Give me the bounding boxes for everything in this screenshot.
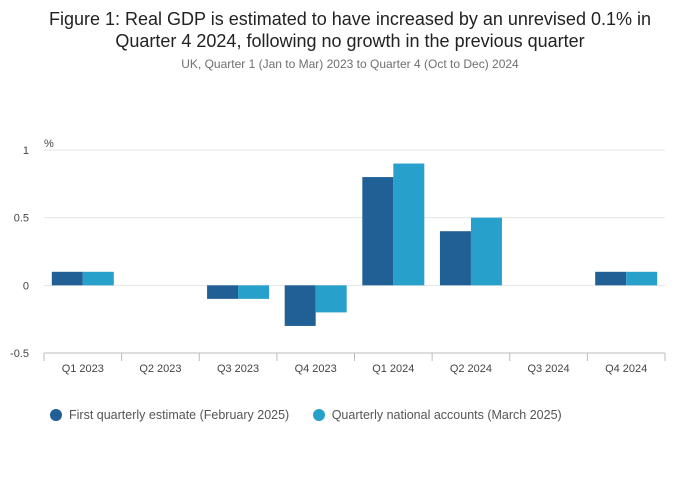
legend-item-series-1[interactable]: First quarterly estimate (February 2025) — [50, 408, 289, 422]
legend-swatch-series-2 — [312, 409, 325, 421]
chart-title-line-2: Quarter 4 2024, following no growth in t… — [115, 31, 585, 51]
bar-series-2 — [393, 163, 425, 286]
chart-legend: First quarterly estimate (February 2025)… — [50, 408, 582, 424]
x-tick-label: Q3 2023 — [217, 363, 259, 375]
legend-item-series-2[interactable]: Quarterly national accounts (March 2025) — [312, 408, 562, 422]
legend-label-series-2: Quarterly national accounts (March 2025) — [331, 408, 562, 422]
chart-subtitle: UK, Quarter 1 (Jan to Mar) 2023 to Quart… — [181, 57, 519, 71]
x-tick-label: Q4 2024 — [605, 363, 647, 375]
x-tick-label: Q2 2023 — [139, 363, 181, 375]
x-tick-label: Q2 2024 — [450, 363, 492, 375]
x-tick-label: Q1 2023 — [62, 363, 104, 375]
x-tick-label: Q4 2023 — [295, 363, 337, 375]
bar-series-2 — [238, 285, 270, 299]
y-tick-label: 1 — [23, 145, 29, 157]
chart-title-line-1: Figure 1: Real GDP is estimated to have … — [49, 9, 651, 29]
y-axis-label: % — [44, 138, 54, 150]
bar-series-1 — [207, 285, 239, 299]
y-tick-label: -0.5 — [10, 348, 29, 360]
legend-label-series-1: First quarterly estimate (February 2025) — [69, 408, 290, 422]
bar-series-2 — [315, 285, 347, 313]
x-tick-label: Q3 2024 — [527, 363, 569, 375]
bar-series-1 — [51, 271, 83, 286]
bar-series-2 — [82, 271, 114, 286]
legend-swatch-series-1 — [50, 409, 62, 421]
y-tick-label: 0.5 — [14, 213, 29, 225]
bar-series-1 — [362, 177, 394, 286]
y-tick-label: 0 — [23, 280, 29, 292]
bar-series-2 — [626, 271, 658, 286]
chart-title: Figure 1: Real GDP is estimated to have … — [0, 8, 700, 52]
bar-series-1 — [284, 285, 316, 326]
x-tick-label: Q1 2024 — [372, 363, 414, 375]
bar-series-1 — [439, 231, 471, 286]
bar-series-2 — [470, 217, 502, 286]
bar-series-1 — [595, 271, 627, 286]
